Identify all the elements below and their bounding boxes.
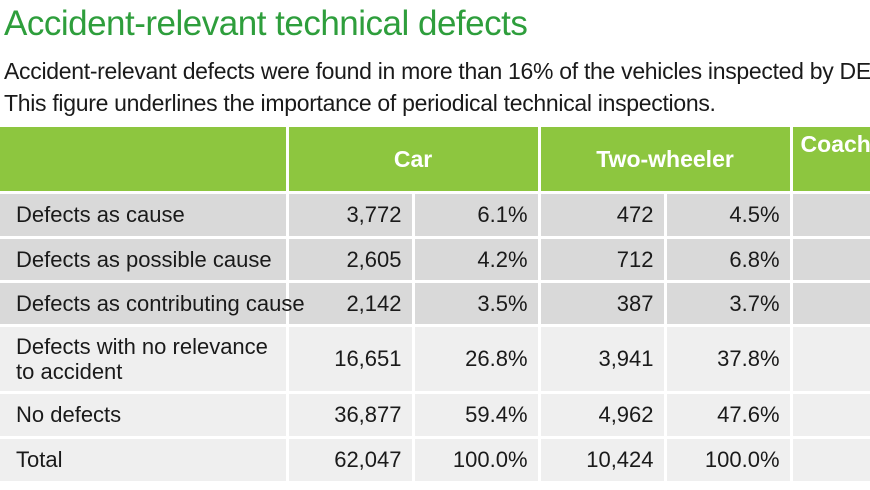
page-title: Accident-relevant technical defects <box>4 4 528 43</box>
coach-count: 3 <box>791 325 870 394</box>
car-percent: 59.4% <box>413 392 541 439</box>
two-wheeler-count: 387 <box>539 281 667 327</box>
table-row: Defects with no relevance to accident 16… <box>0 325 870 394</box>
table-header-row: Car Two-wheeler Coach, <box>0 127 870 194</box>
coach-count: 5 <box>791 392 870 439</box>
row-label: No defects <box>0 392 289 439</box>
two-wheeler-percent: 100.0% <box>665 437 793 484</box>
two-wheeler-percent: 47.6% <box>665 392 793 439</box>
coach-count: 11 <box>791 437 870 484</box>
row-label: Defects with no relevance to accident <box>0 325 289 394</box>
header-coach: Coach, <box>791 127 870 194</box>
subtitle-line-1: Accident-relevant defects were found in … <box>4 58 870 84</box>
car-percent: 4.2% <box>413 237 541 283</box>
table-row: Defects as cause 3,772 6.1% 472 4.5% 1 <box>0 192 870 239</box>
two-wheeler-percent: 37.8% <box>665 325 793 394</box>
two-wheeler-count: 10,424 <box>539 437 667 484</box>
car-percent: 6.1% <box>413 192 541 239</box>
table-row-total: Total 62,047 100.0% 10,424 100.0% 11 <box>0 437 870 484</box>
car-count: 2,605 <box>287 237 415 283</box>
row-label: Defects as cause <box>0 192 289 239</box>
row-label: Defects as contributing cause <box>0 281 305 327</box>
header-two-wheeler: Two-wheeler <box>539 127 793 194</box>
car-count: 3,772 <box>287 192 415 239</box>
two-wheeler-count: 712 <box>539 237 667 283</box>
row-label: Total <box>0 437 289 484</box>
subtitle-line-2: This figure underlines the importance of… <box>4 90 716 116</box>
two-wheeler-count: 472 <box>539 192 667 239</box>
car-count: 36,877 <box>287 392 415 439</box>
car-percent: 100.0% <box>413 437 541 484</box>
coach-count: 1 <box>791 192 870 239</box>
defects-table: Car Two-wheeler Coach, Defects as cause … <box>0 127 870 484</box>
car-count: 16,651 <box>287 325 415 394</box>
car-percent: 26.8% <box>413 325 541 394</box>
two-wheeler-percent: 6.8% <box>665 237 793 283</box>
header-label-column <box>0 127 289 194</box>
coach-count <box>791 281 870 327</box>
table-row: Defects as possible cause 2,605 4.2% 712… <box>0 237 870 283</box>
car-percent: 3.5% <box>413 281 541 327</box>
two-wheeler-percent: 4.5% <box>665 192 793 239</box>
two-wheeler-count: 3,941 <box>539 325 667 394</box>
table-row: No defects 36,877 59.4% 4,962 47.6% 5 <box>0 392 870 439</box>
two-wheeler-percent: 3.7% <box>665 281 793 327</box>
defects-table-container: Car Two-wheeler Coach, Defects as cause … <box>0 127 870 484</box>
header-car: Car <box>287 127 541 194</box>
coach-count <box>791 237 870 283</box>
two-wheeler-count: 4,962 <box>539 392 667 439</box>
car-count: 2,142 <box>287 281 415 327</box>
row-label: Defects as possible cause <box>0 237 289 283</box>
table-row: Defects as contributing cause 2,142 3.5%… <box>0 281 870 327</box>
car-count: 62,047 <box>287 437 415 484</box>
